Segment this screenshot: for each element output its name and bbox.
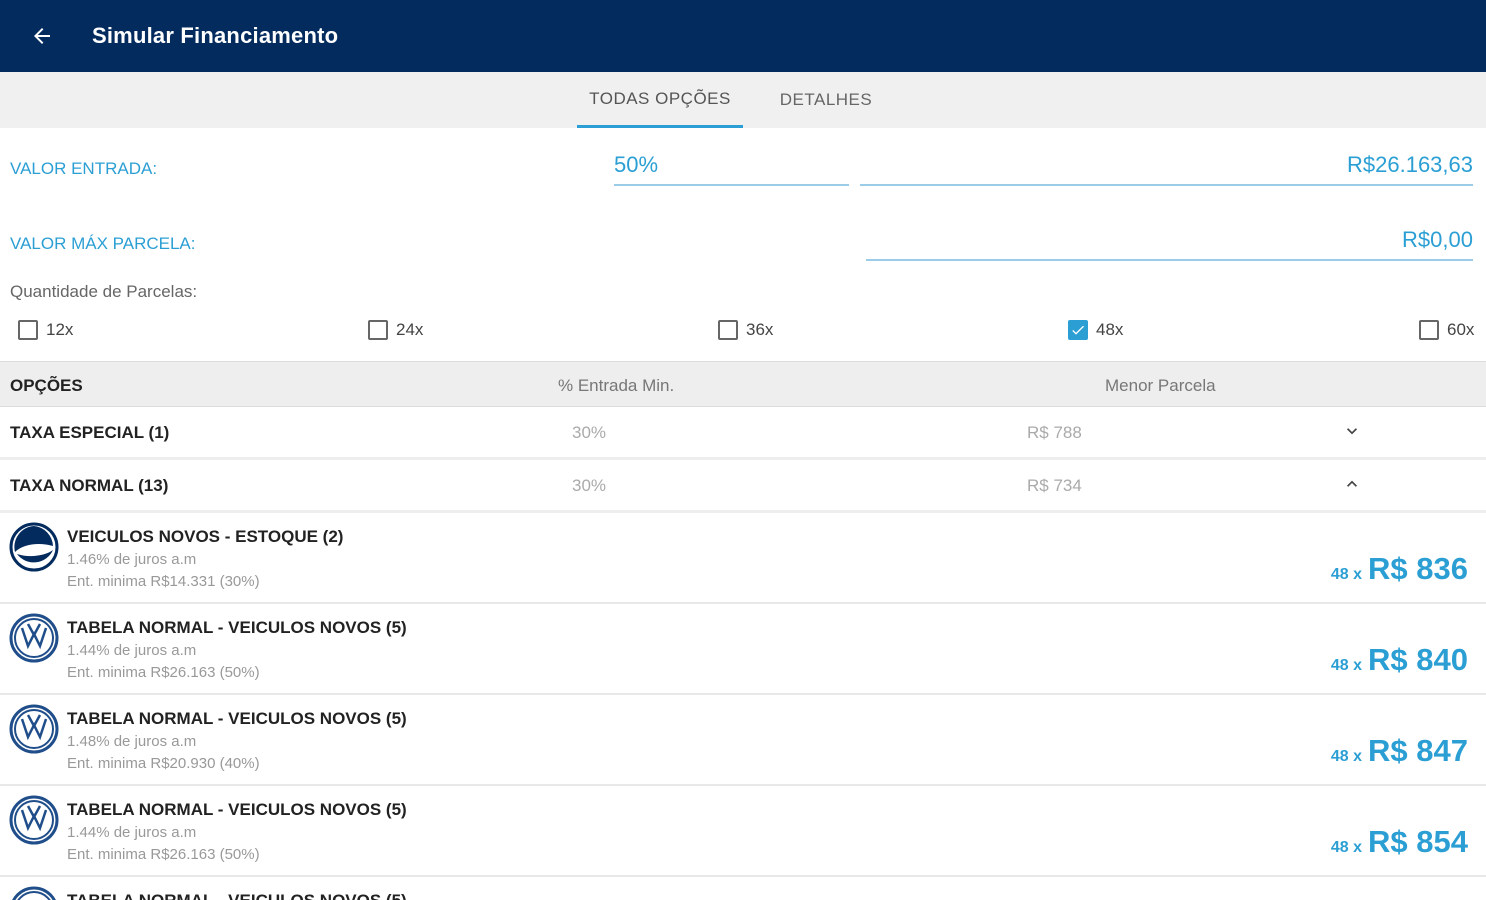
offer-price: 48 x R$ 847 [1331,733,1468,769]
offer-title: TABELA NORMAL - VEICULOS NOVOS (5) [67,800,407,819]
group-entrada-min: 30% [572,423,607,442]
group-taxa-especial[interactable]: TAXA ESPECIAL (1) 30% R$ 788 [0,407,1486,460]
offer-price: 48 x R$ 836 [1331,551,1468,587]
checkbox-unchecked-icon [368,320,388,340]
offer-min-entry: Ent. minima R$14.331 (30%) [67,573,260,590]
offer-price: 48 x R$ 840 [1331,642,1468,678]
checkbox-label: 12x [46,320,74,339]
offer-row[interactable]: TABELA NORMAL - VEICULOS NOVOS (5) [0,877,1486,900]
checkbox-48x[interactable]: 48x [1068,320,1123,340]
checkbox-24x[interactable]: 24x [368,320,423,340]
checkbox-12x[interactable]: 12x [18,320,73,340]
offer-title: TABELA NORMAL - VEICULOS NOVOS (5) [67,618,407,637]
entrada-value-field[interactable]: R$26.163,63 [860,152,1473,186]
checkbox-unchecked-icon [1419,320,1439,340]
offer-rate: 1.46% de juros a.m [67,551,197,568]
offer-min-entry: Ent. minima R$26.163 (50%) [67,664,260,681]
group-menor-parcela: R$ 788 [1027,423,1082,442]
arrow-left-icon [34,28,50,44]
app-bar: Simular Financiamento [0,0,1486,72]
group-entrada-min: 30% [572,476,607,495]
tab-detalhes[interactable]: DETALHES [779,90,873,109]
checkbox-36x[interactable]: 36x [718,320,773,340]
max-parcela-field[interactable]: R$0,00 [866,227,1473,261]
offer-row[interactable]: TABELA NORMAL - VEICULOS NOVOS (5) 1.48%… [0,695,1486,786]
entrada-percent-field[interactable]: 50% [614,152,849,186]
vw-logo-icon [9,704,59,754]
offer-rate: 1.44% de juros a.m [67,824,197,841]
santander-logo-icon [9,522,59,572]
checkbox-label: 24x [396,320,424,339]
vw-logo-icon [9,795,59,845]
checkbox-checked-icon [1068,320,1088,340]
offer-min-entry: Ent. minima R$26.163 (50%) [67,846,260,863]
offer-title: TABELA NORMAL - VEICULOS NOVOS (5) [67,709,407,728]
installments-count: 48 x [1330,839,1363,856]
tab-bar: TODAS OPÇÕES DETALHES [0,72,1486,128]
group-taxa-normal[interactable]: TAXA NORMAL (13) 30% R$ 734 [0,460,1486,513]
installment-value: R$ 836 [1368,551,1468,586]
vw-logo-icon [9,613,59,663]
group-name: TAXA ESPECIAL (1) [10,423,170,442]
offer-title: VEICULOS NOVOS - ESTOQUE (2) [67,527,344,546]
options-table-header: OPÇÕES % Entrada Min. Menor Parcela [0,361,1486,407]
checkbox-unchecked-icon [18,320,38,340]
installment-value: R$ 840 [1368,642,1468,677]
header-menor-parcela: Menor Parcela [1105,376,1216,395]
offer-min-entry: Ent. minima R$20.930 (40%) [67,755,260,772]
max-parcela-label: VALOR MÁX PARCELA: [10,234,196,253]
offer-price: 48 x R$ 854 [1331,824,1468,860]
page-title: Simular Financiamento [92,23,339,48]
tab-todas-opcoes[interactable]: TODAS OPÇÕES [577,72,743,128]
back-button[interactable] [0,0,84,72]
offer-row[interactable]: VEICULOS NOVOS - ESTOQUE (2) 1.46% de ju… [0,513,1486,604]
installment-value: R$ 847 [1368,733,1468,768]
checkbox-label: 36x [746,320,774,339]
chevron-up-icon[interactable] [1342,474,1362,499]
installments-count: 48 x [1330,566,1363,583]
offer-row[interactable]: TABELA NORMAL - VEICULOS NOVOS (5) 1.44%… [0,786,1486,877]
header-opcoes: OPÇÕES [10,376,83,395]
installments-count: 48 x [1330,657,1363,674]
group-menor-parcela: R$ 734 [1027,476,1082,495]
quantidade-label: Quantidade de Parcelas: [10,282,198,301]
checkbox-label: 48x [1096,320,1124,339]
checkbox-label: 60x [1447,320,1475,339]
entrada-label: VALOR ENTRADA: [10,159,158,178]
offer-row[interactable]: TABELA NORMAL - VEICULOS NOVOS (5) 1.44%… [0,604,1486,695]
vw-logo-icon [12,886,56,900]
chevron-down-icon[interactable] [1342,421,1362,446]
installments-count: 48 x [1330,748,1363,765]
header-entrada-min: % Entrada Min. [558,376,675,395]
offer-rate: 1.48% de juros a.m [67,733,197,750]
checkbox-unchecked-icon [718,320,738,340]
group-name: TAXA NORMAL (13) [10,476,169,495]
installment-value: R$ 854 [1368,824,1468,859]
offer-title: TABELA NORMAL - VEICULOS NOVOS (5) [67,891,407,900]
checkbox-60x[interactable]: 60x [1419,320,1474,340]
offer-rate: 1.44% de juros a.m [67,642,197,659]
